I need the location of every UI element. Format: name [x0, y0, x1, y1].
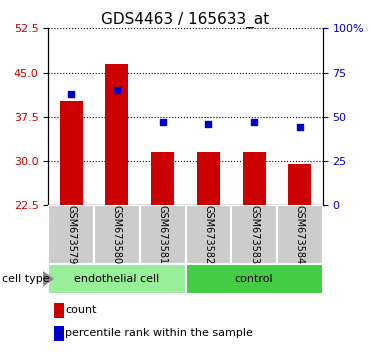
Text: cell type: cell type [2, 274, 49, 284]
Bar [94, 205, 140, 264]
Point [68, 91, 74, 97]
Text: GSM673582: GSM673582 [203, 205, 213, 264]
Text: control: control [235, 274, 273, 284]
Bar [289, 164, 311, 205]
Bar [54, 326, 63, 341]
Bar [186, 264, 323, 294]
Text: percentile rank within the sample: percentile rank within the sample [65, 329, 253, 338]
Bar [60, 101, 82, 205]
Text: GSM673584: GSM673584 [295, 205, 305, 264]
Point [297, 125, 303, 130]
Text: GSM673580: GSM673580 [112, 205, 122, 264]
Bar [231, 205, 277, 264]
Text: GSM673579: GSM673579 [66, 205, 76, 264]
Bar [186, 205, 231, 264]
Bar [105, 64, 128, 205]
Point [114, 87, 120, 93]
Title: GDS4463 / 165633_at: GDS4463 / 165633_at [101, 12, 270, 28]
Text: GSM673583: GSM673583 [249, 205, 259, 264]
Point [160, 119, 165, 125]
Text: GSM673581: GSM673581 [158, 205, 168, 264]
Bar [140, 205, 186, 264]
Bar [54, 303, 63, 318]
Bar [277, 205, 323, 264]
Point [206, 121, 211, 127]
Bar [151, 152, 174, 205]
Text: count: count [65, 305, 97, 315]
Bar [48, 205, 94, 264]
Text: endothelial cell: endothelial cell [74, 274, 160, 284]
Bar [243, 152, 266, 205]
Point [251, 119, 257, 125]
Bar [197, 152, 220, 205]
Bar [48, 264, 186, 294]
